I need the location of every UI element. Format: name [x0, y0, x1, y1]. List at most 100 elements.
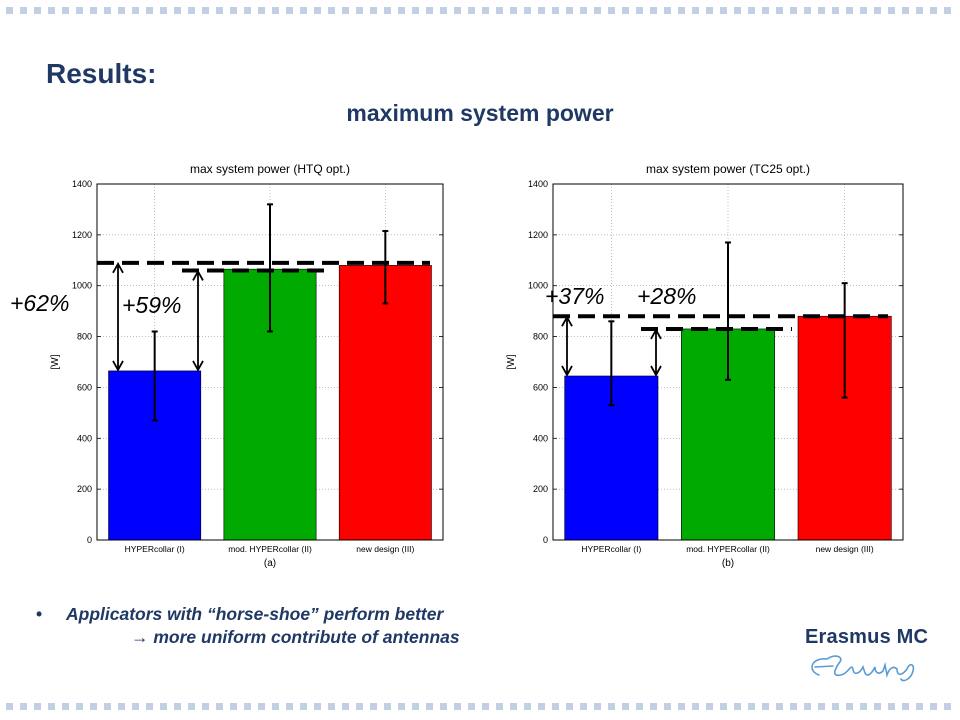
- border-dot: [496, 7, 503, 14]
- border-dot: [160, 7, 167, 14]
- arrow-head: [650, 365, 662, 377]
- border-dot: [846, 7, 853, 14]
- border-dot: [118, 7, 125, 14]
- border-dot: [748, 7, 755, 14]
- y-tick-label: 200: [533, 484, 548, 494]
- y-axis-label: [W]: [506, 354, 517, 369]
- x-tick-label: HYPERcollar (I): [125, 544, 185, 554]
- border-dot: [720, 7, 727, 14]
- bullet-list: • Applicators with “horse-shoe” perform …: [36, 603, 460, 649]
- border-dot: [300, 7, 307, 14]
- y-tick-label: 1200: [528, 230, 548, 240]
- border-dot: [902, 703, 909, 710]
- border-dot: [538, 703, 545, 710]
- border-dot: [440, 703, 447, 710]
- border-dot: [846, 703, 853, 710]
- right-arrow-icon: →: [131, 627, 149, 647]
- x-tick-label: new design (III): [816, 544, 874, 554]
- border-dot: [146, 7, 153, 14]
- erasmus-mc-logo: Erasmus MC: [805, 626, 945, 686]
- border-dot: [104, 7, 111, 14]
- bullet-text: Applicators with “horse-shoe” perform be…: [66, 604, 444, 624]
- border-dot: [230, 703, 237, 710]
- border-dot: [384, 703, 391, 710]
- border-dot: [244, 7, 251, 14]
- border-dot: [272, 7, 279, 14]
- y-tick-label: 1400: [72, 179, 92, 189]
- border-dot: [580, 7, 587, 14]
- logo-text: Erasmus MC: [805, 626, 929, 648]
- border-dot: [566, 7, 573, 14]
- logo-signature: [811, 655, 915, 682]
- border-dot: [622, 703, 629, 710]
- arrow-head: [650, 328, 662, 340]
- y-axis-label: [W]: [50, 354, 61, 369]
- border-dot: [678, 703, 685, 710]
- border-dot: [636, 703, 643, 710]
- chart-title: max system power (TC25 opt.): [646, 162, 810, 176]
- x-tick-label: HYPERcollar (I): [581, 544, 641, 554]
- border-dot: [342, 703, 349, 710]
- border-dot: [258, 703, 265, 710]
- border-dot: [636, 7, 643, 14]
- arrow-head: [561, 315, 573, 327]
- border-dot: [286, 7, 293, 14]
- border-dot: [6, 7, 13, 14]
- border-dot: [174, 7, 181, 14]
- percent-annotation: +62%: [10, 290, 69, 316]
- percent-annotation: +28%: [637, 283, 696, 309]
- top-dotted-border: [6, 7, 951, 14]
- border-dot: [244, 703, 251, 710]
- border-dot: [552, 7, 559, 14]
- arrow-head: [561, 365, 573, 377]
- border-dot: [468, 7, 475, 14]
- bullet-subtext: more uniform contribute of antennas: [148, 627, 460, 647]
- slide-title: Results:: [46, 58, 157, 89]
- border-dot: [202, 703, 209, 710]
- border-dot: [146, 703, 153, 710]
- y-tick-label: 1000: [528, 281, 548, 291]
- border-dot: [230, 7, 237, 14]
- border-dot: [860, 703, 867, 710]
- border-dot: [76, 703, 83, 710]
- chart-title: max system power (HTQ opt.): [190, 162, 350, 176]
- bar: [338, 265, 432, 541]
- border-dot: [580, 703, 587, 710]
- border-dot: [440, 7, 447, 14]
- border-dot: [356, 7, 363, 14]
- border-dot: [398, 703, 405, 710]
- border-dot: [594, 7, 601, 14]
- border-dot: [468, 703, 475, 710]
- x-axis-label: (a): [264, 558, 276, 569]
- border-dot: [216, 7, 223, 14]
- y-tick-label: 400: [533, 433, 548, 443]
- border-dot: [776, 7, 783, 14]
- border-dot: [188, 7, 195, 14]
- bullet-subline: → more uniform contribute of antennas: [36, 626, 460, 649]
- border-dot: [734, 703, 741, 710]
- bullet-marker: •: [36, 604, 43, 624]
- border-dot: [6, 703, 13, 710]
- border-dot: [48, 703, 55, 710]
- border-dot: [412, 703, 419, 710]
- border-dot: [454, 7, 461, 14]
- x-tick-label: new design (III): [356, 544, 414, 554]
- y-tick-label: 200: [77, 484, 92, 494]
- border-dot: [608, 7, 615, 14]
- border-dot: [300, 703, 307, 710]
- y-tick-label: 600: [533, 382, 548, 392]
- border-dot: [62, 7, 69, 14]
- border-dot: [188, 703, 195, 710]
- border-dot: [832, 703, 839, 710]
- border-dot: [370, 703, 377, 710]
- border-dot: [916, 703, 923, 710]
- border-dot: [524, 7, 531, 14]
- border-dot: [664, 7, 671, 14]
- border-dot: [132, 7, 139, 14]
- percent-annotation: +37%: [545, 283, 604, 309]
- border-dot: [692, 7, 699, 14]
- y-tick-label: 400: [77, 433, 92, 443]
- border-dot: [426, 7, 433, 14]
- border-dot: [734, 7, 741, 14]
